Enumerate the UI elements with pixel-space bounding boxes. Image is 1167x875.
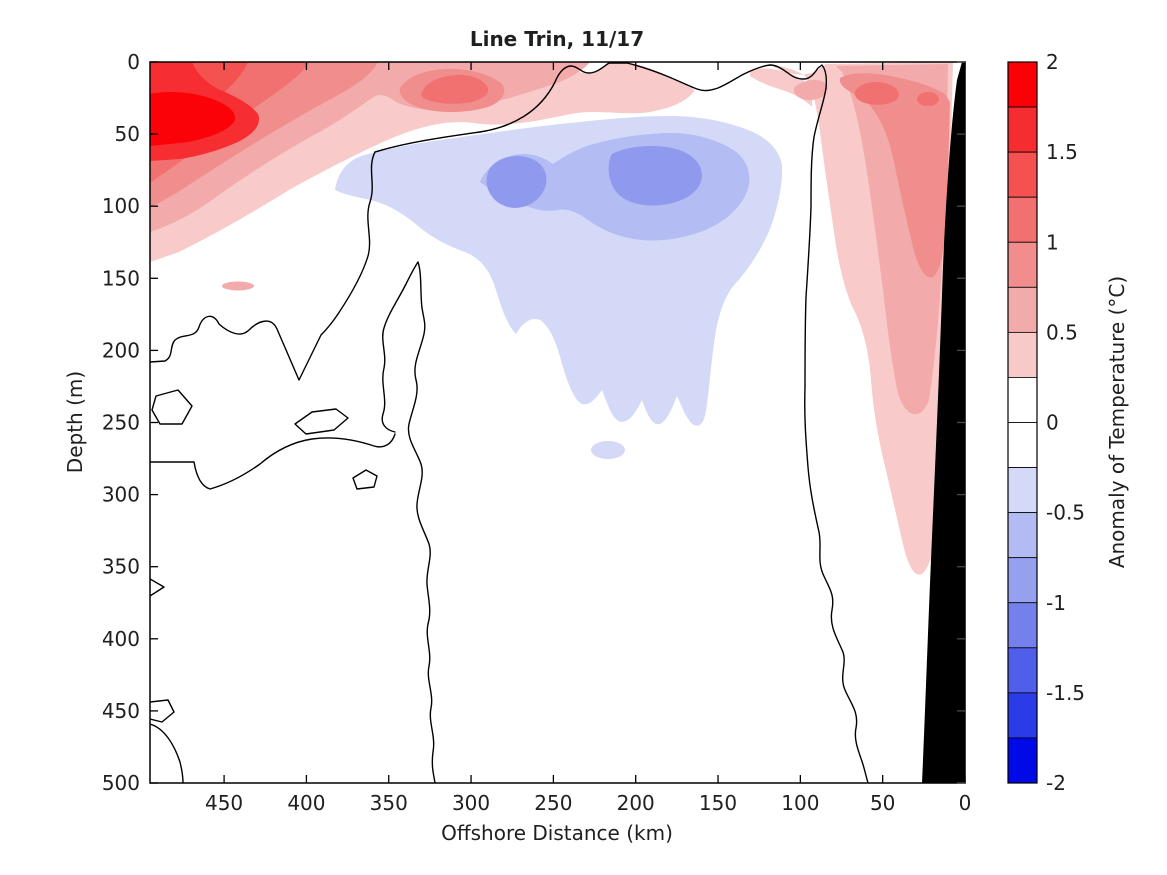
x-tick-label: 100 [781,791,819,815]
zero-contour-main [374,62,869,783]
x-tick-label: 200 [617,791,655,815]
colorbar-segment [1007,602,1038,649]
colorbar-segment [1007,241,1038,288]
cold-core-075-270km [486,156,547,208]
x-tick-label: 150 [699,791,737,815]
colorbar-segment [1007,196,1038,243]
colorbar-segment [1007,61,1038,108]
zero-contour-loop-460km [151,389,193,425]
cold-core-075-185km [608,146,702,206]
warm-dash-455km [222,281,254,291]
land-mask-wedge [922,62,965,783]
y-axis: 0 50 100 150 200 250 300 350 400 450 500 [102,50,965,795]
colorbar-segment [1007,151,1038,198]
y-tick-label: 300 [102,483,140,507]
colorbar-tick-label: 1.5 [1046,140,1078,164]
colorbar-segment [1007,647,1038,694]
colorbar-tick-label: 1 [1046,230,1059,254]
x-tick-label: 250 [534,791,572,815]
y-tick-label: 100 [102,194,140,218]
cold-blob-detached [591,441,625,459]
zero-contour-left-descent [150,151,376,381]
warm-band-05-coastal-tip [793,79,828,101]
zero-contour-edge-arrow [150,578,165,597]
colorbar-segment [1007,557,1038,604]
y-axis-label: Depth (m) [63,371,87,473]
colorbar-segment [1007,331,1038,378]
x-tick-label: 0 [959,791,972,815]
zero-contour-lines [150,62,869,783]
warm-core-1-coastal [854,82,899,105]
x-axis-label: Offshore Distance (km) [441,821,673,845]
colorbar-segment [1007,737,1038,784]
colorbar-segment [1007,692,1038,739]
x-tick-label: 400 [287,791,325,815]
zero-contour-deep-meander [150,433,396,490]
colorbar-tick-label: -0.5 [1046,501,1085,525]
y-tick-label: 0 [127,50,140,74]
colorbar-tick-label: 0 [1046,411,1059,435]
x-tick-label: 350 [370,791,408,815]
colorbar-tick-label: 2 [1046,50,1059,74]
warm-core-175-left [150,92,236,146]
colorbar-label: Anomaly of Temperature (°C) [1105,276,1129,568]
zero-contour-edge-curve [150,723,184,783]
x-axis: 450 400 350 300 250 200 150 100 50 0 [205,62,971,815]
colorbar-frame [1007,61,1038,784]
colorbar-ticks: 2 1.5 1 0.5 0 -0.5 -1 -1.5 -2 [1046,50,1085,795]
colorbar [1007,61,1038,784]
x-tick-label: 50 [870,791,895,815]
zero-contour-loop-small [352,469,378,490]
colorbar-tick-label: -2 [1046,771,1066,795]
contour-field [150,62,965,783]
x-tick-label: 450 [205,791,243,815]
y-tick-label: 450 [102,699,140,723]
colorbar-segment [1007,467,1038,514]
y-tick-label: 400 [102,627,140,651]
colorbar-tick-label: -1.5 [1046,681,1085,705]
colorbar-segment [1007,422,1038,468]
warm-blob-300km-1 [421,74,489,104]
zero-contour-edge-step [150,699,175,723]
y-tick-label: 200 [102,338,140,362]
colorbar-segment [1007,286,1038,333]
warm-dash-coastal [917,92,939,106]
zero-contour-loop-lens [294,408,349,435]
colorbar-segment [1007,377,1038,423]
colorbar-segment [1007,106,1038,153]
zero-contour-vertical-320km [381,261,436,783]
x-tick-label: 300 [452,791,490,815]
y-tick-label: 50 [115,122,140,146]
warm-band-075-coastal [839,73,950,278]
colorbar-tick-label: 0.5 [1046,320,1078,344]
y-tick-label: 500 [102,771,140,795]
y-tick-label: 150 [102,266,140,290]
plot-title: Line Trin, 11/17 [470,27,644,51]
y-tick-label: 250 [102,411,140,435]
colorbar-segment [1007,512,1038,559]
colorbar-tick-label: -1 [1046,591,1066,615]
y-tick-label: 350 [102,555,140,579]
